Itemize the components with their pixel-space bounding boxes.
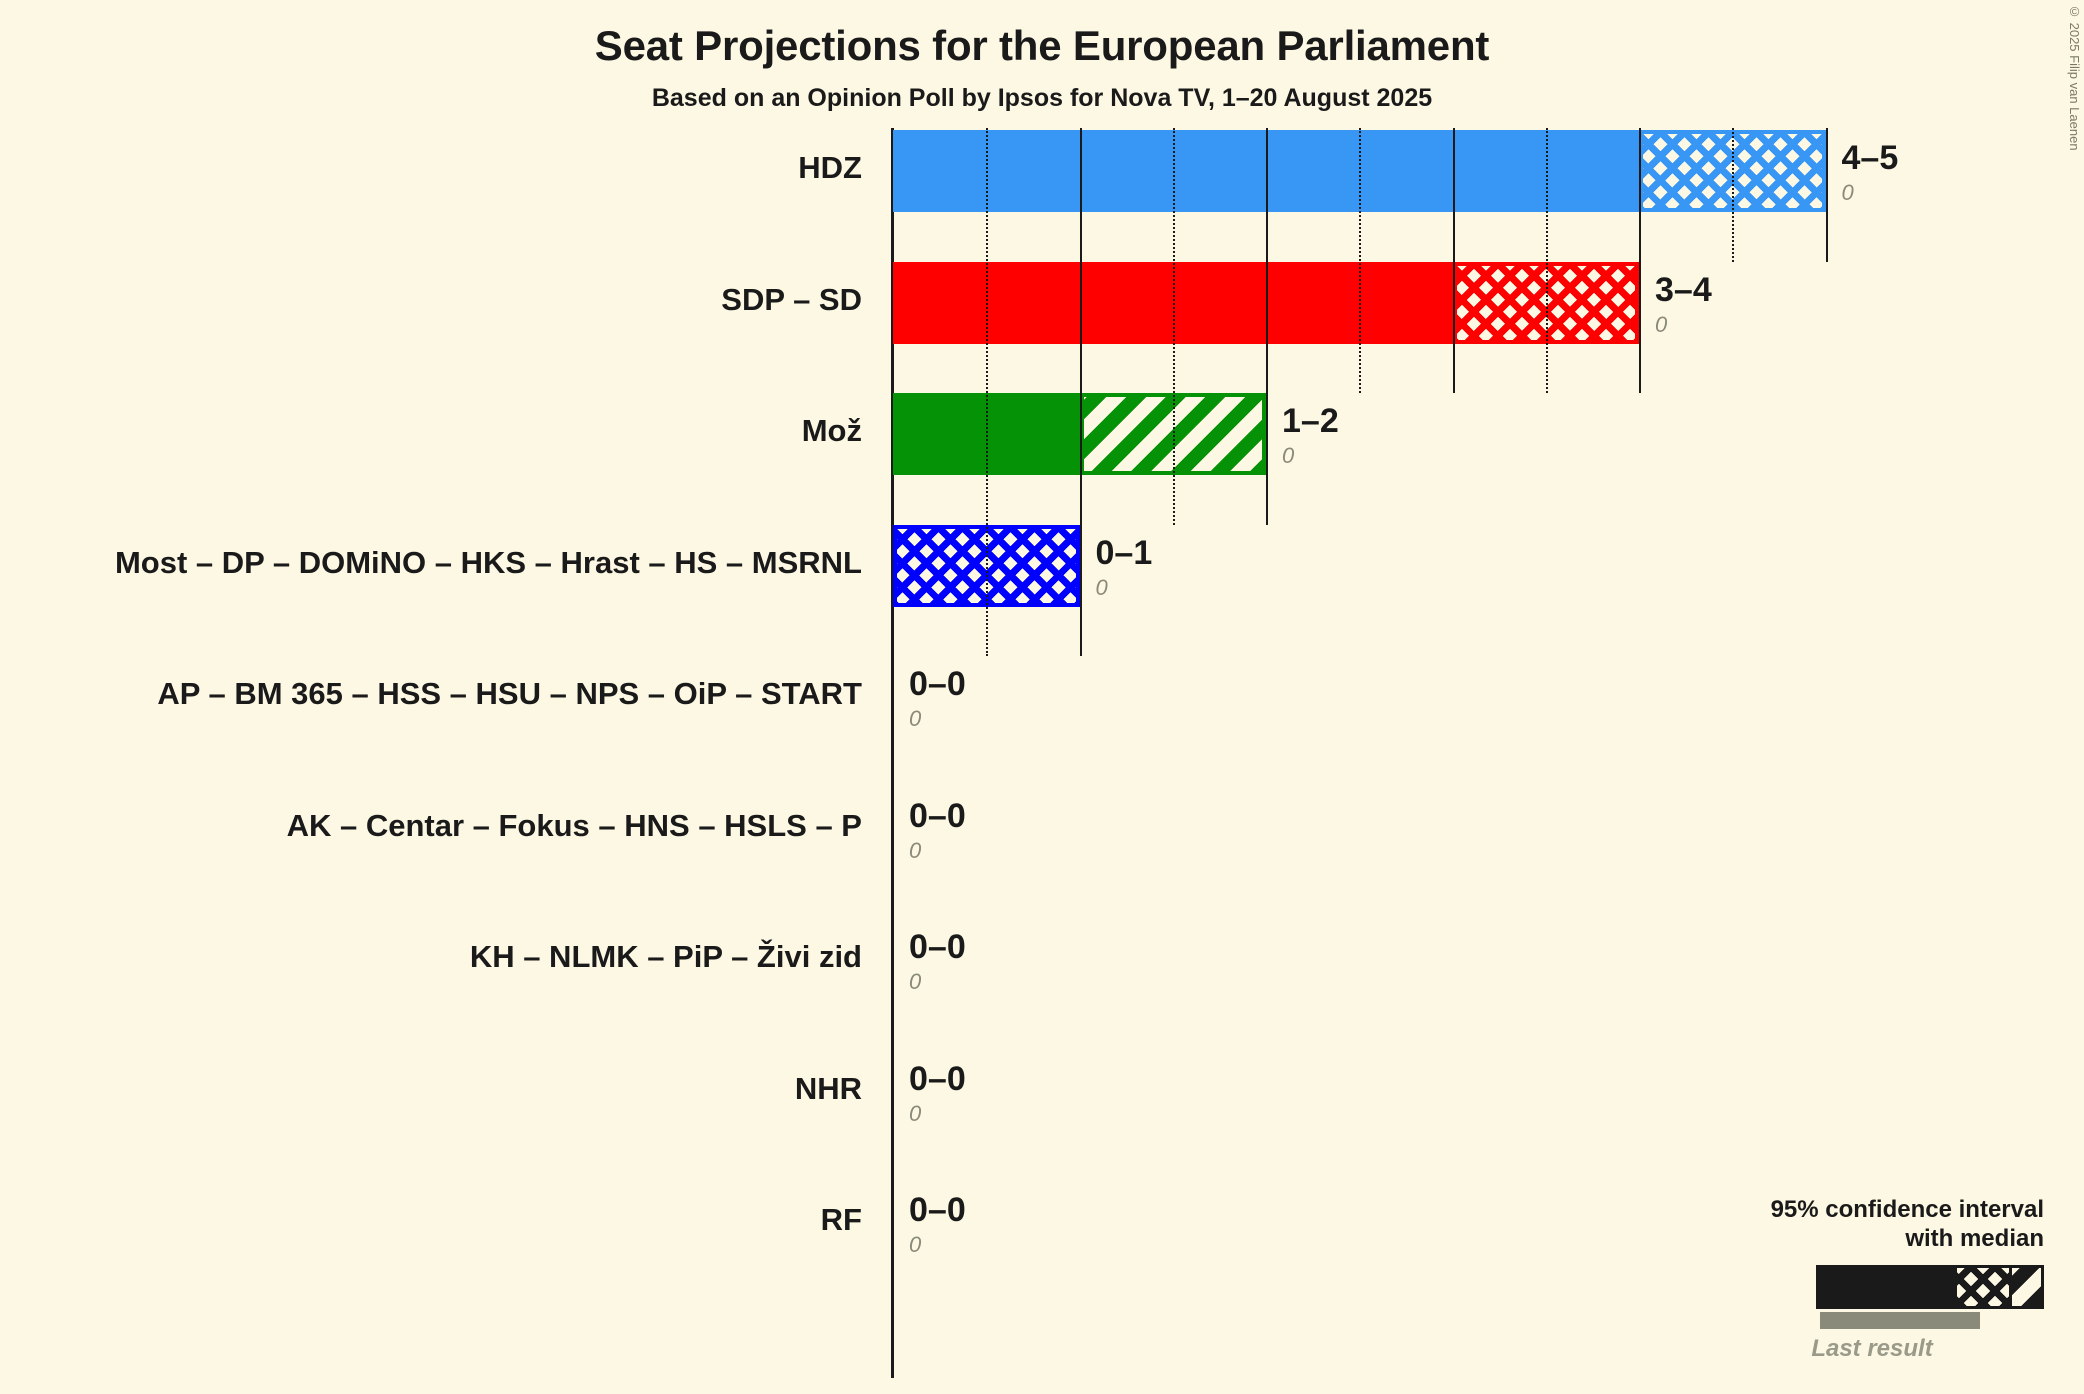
- last-result-value: 0: [909, 1232, 922, 1257]
- value-label-group-6: 0–0 0: [909, 799, 966, 862]
- copyright-notice: © 2025 Filip van Laenen: [2067, 4, 2082, 151]
- seat-range-label: 0–0: [909, 665, 966, 703]
- value-label-group-9: 0–0 0: [909, 1193, 966, 1256]
- gridline-major: [1825, 128, 1828, 262]
- row-label-9: RF: [820, 1202, 862, 1237]
- seat-range-label: 0–0: [909, 1059, 966, 1098]
- gridline-minor: [986, 128, 989, 656]
- gridline-major: [1639, 128, 1641, 393]
- seat-range-label: 0–0: [909, 1191, 966, 1229]
- row-label-6: AK – Centar – Fokus – HNS – HSLS – P: [286, 807, 862, 843]
- last-result-value: 0: [909, 837, 922, 863]
- last-result-value: 0: [1095, 574, 1108, 600]
- legend-sample-bar: [1816, 1264, 2044, 1309]
- value-label-group-4: 0–1 0: [1096, 536, 1153, 599]
- legend-line-1: 95% confidence interval: [1770, 1196, 2044, 1223]
- seat-range-label: 0–0: [909, 928, 966, 966]
- gridline-major: [1452, 128, 1455, 393]
- row-label-3: Mož: [801, 413, 862, 448]
- seat-range-label: 4–5: [1841, 139, 1899, 177]
- gridline-minor: [1359, 128, 1362, 393]
- seat-range-label: 3–4: [1655, 270, 1712, 309]
- row-label-7: KH – NLMK – PiP – Živi zid: [469, 939, 862, 974]
- last-result-value: 0: [909, 1100, 922, 1126]
- y-axis-line: [891, 128, 894, 1378]
- gridline-major: [1079, 128, 1082, 656]
- chart-subtitle: Based on an Opinion Poll by Ipsos for No…: [651, 84, 1433, 112]
- last-result-value: 0: [909, 706, 922, 731]
- gridline-minor: [1545, 128, 1548, 393]
- legend-crosshatch-segment: [1956, 1267, 2009, 1306]
- page-title: Seat Projections for the European Parlia…: [594, 22, 1490, 69]
- row-label-8: NHR: [794, 1070, 862, 1106]
- last-result-value: 0: [909, 969, 922, 994]
- legend-line-2: with median: [1905, 1225, 2044, 1253]
- last-result-value: 0: [1655, 311, 1668, 337]
- seat-range-label: 0–0: [909, 796, 966, 835]
- value-label-group-1: 4–5 0: [1842, 141, 1899, 204]
- legend-diagonal-segment: [2008, 1267, 2041, 1306]
- value-label-group-2: 3–4 0: [1655, 273, 1712, 336]
- seat-range-label: 1–2: [1282, 402, 1339, 440]
- value-label-group-3: 1–2 0: [1282, 404, 1339, 467]
- value-label-group-5: 0–0 0: [909, 667, 966, 730]
- row-label-5: AP – BM 365 – HSS – HSU – NPS – OiP – ST…: [157, 676, 862, 711]
- row-label-4: Most – DP – DOMiNO – HKS – Hrast – HS – …: [114, 544, 862, 580]
- legend-last-result-bar: [1820, 1311, 1980, 1329]
- last-result-value: 0: [1282, 443, 1295, 468]
- gridline-major: [1266, 128, 1268, 525]
- value-label-group-8: 0–0 0: [909, 1062, 966, 1125]
- row-label-1: HDZ: [798, 150, 862, 185]
- seat-range-label: 0–1: [1095, 533, 1153, 572]
- legend-last-result-label: Last result: [1811, 1334, 1933, 1362]
- last-result-value: 0: [1841, 180, 1854, 205]
- value-label-group-7: 0–0 0: [909, 930, 966, 993]
- row-label-2: SDP – SD: [721, 281, 862, 317]
- gridline-minor: [1732, 128, 1735, 262]
- gridline-minor: [1172, 128, 1175, 525]
- chart-legend: 95% confidence interval with median Last…: [1700, 1195, 2060, 1363]
